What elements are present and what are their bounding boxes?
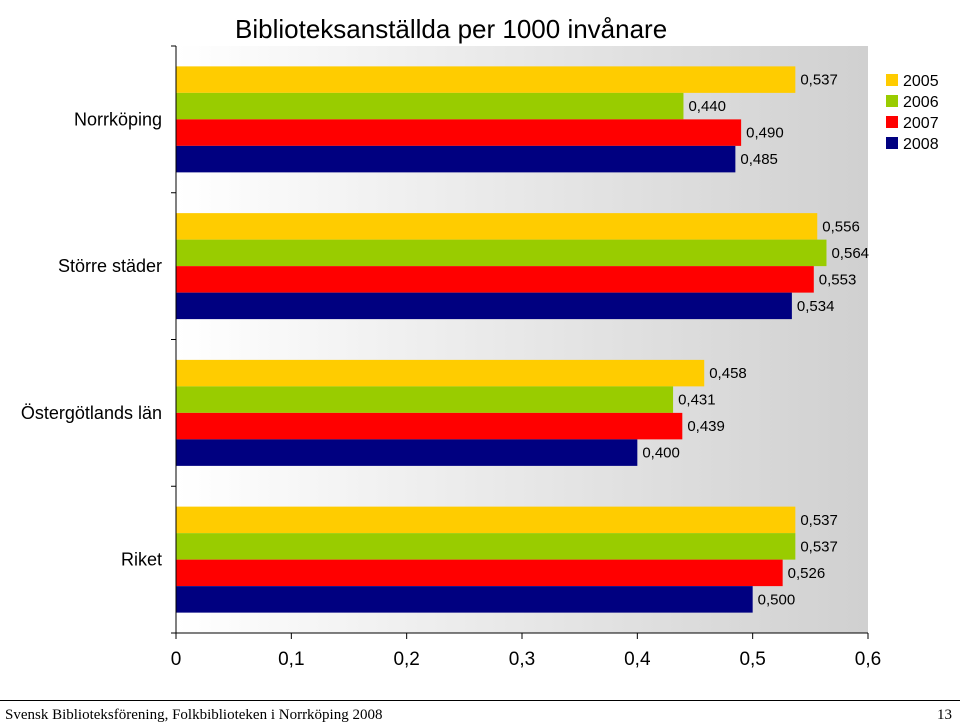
bar-2006-1 — [176, 239, 827, 267]
legend-swatch-2005 — [886, 74, 898, 86]
legend-swatch-2006 — [886, 95, 898, 107]
bar-2008-0 — [176, 145, 736, 173]
bar-2008-2 — [176, 439, 638, 466]
bar-2007-0 — [176, 119, 742, 146]
bar-2006-0 — [176, 92, 684, 120]
page-number: 13 — [937, 707, 952, 723]
bar-2007-3 — [176, 559, 783, 587]
category-label-2: Östergötlands län — [21, 403, 162, 423]
value-label-2005-0: 0,537 — [800, 72, 838, 89]
value-label-2008-2: 0,400 — [642, 445, 680, 462]
bar-2008-3 — [176, 586, 753, 613]
category-label-0: Norrköping — [74, 109, 162, 129]
bar-2005-3 — [176, 506, 796, 534]
value-label-2008-3: 0,500 — [758, 591, 796, 608]
bar-2006-3 — [176, 533, 796, 560]
value-label-2007-3: 0,526 — [788, 565, 826, 582]
bar-2005-2 — [176, 359, 705, 387]
x-tick-label-0: 0 — [171, 649, 182, 670]
value-label-2008-0: 0,485 — [740, 151, 778, 168]
value-label-2006-1: 0,564 — [831, 245, 869, 262]
bar-2005-0 — [176, 66, 796, 93]
value-label-2006-2: 0,431 — [678, 392, 716, 409]
value-label-2005-3: 0,537 — [800, 512, 838, 529]
x-tick-label-6: 0,6 — [855, 649, 881, 670]
legend-label-2005: 2005 — [903, 73, 939, 90]
bar-2007-2 — [176, 412, 683, 440]
bar-2008-1 — [176, 292, 792, 320]
footer: Svensk Biblioteksförening, Folkbibliotek… — [0, 700, 960, 725]
category-label-1: Större städer — [58, 256, 162, 276]
value-label-2007-0: 0,490 — [746, 125, 784, 142]
bar-2005-1 — [176, 213, 818, 240]
legend-swatch-2007 — [886, 116, 898, 128]
value-label-2005-1: 0,556 — [822, 218, 860, 235]
value-label-2007-1: 0,553 — [819, 271, 857, 288]
legend-swatch-2008 — [886, 137, 898, 149]
legend-label-2008: 2008 — [903, 136, 939, 153]
bar-2007-1 — [176, 266, 814, 293]
legend-label-2006: 2006 — [903, 94, 939, 111]
chart-title: Biblioteksanställda per 1000 invånare — [235, 14, 667, 44]
value-label-2007-2: 0,439 — [687, 418, 725, 435]
bar-2006-2 — [176, 386, 674, 413]
x-tick-label-5: 0,5 — [739, 649, 765, 670]
x-tick-label-3: 0,3 — [509, 649, 535, 670]
footer-source: Svensk Biblioteksförening, Folkbibliotek… — [5, 707, 383, 723]
value-label-2006-0: 0,440 — [688, 98, 726, 115]
category-label-3: Riket — [121, 550, 162, 570]
value-label-2006-3: 0,537 — [800, 538, 838, 555]
value-label-2008-1: 0,534 — [797, 298, 835, 315]
x-tick-label-2: 0,2 — [393, 649, 419, 670]
chart: Biblioteksanställda per 1000 invånare 0,… — [21, 14, 939, 670]
x-tick-label-4: 0,4 — [624, 649, 651, 670]
value-label-2005-2: 0,458 — [709, 365, 747, 382]
legend-label-2007: 2007 — [903, 115, 939, 132]
x-tick-label-1: 0,1 — [278, 649, 304, 670]
